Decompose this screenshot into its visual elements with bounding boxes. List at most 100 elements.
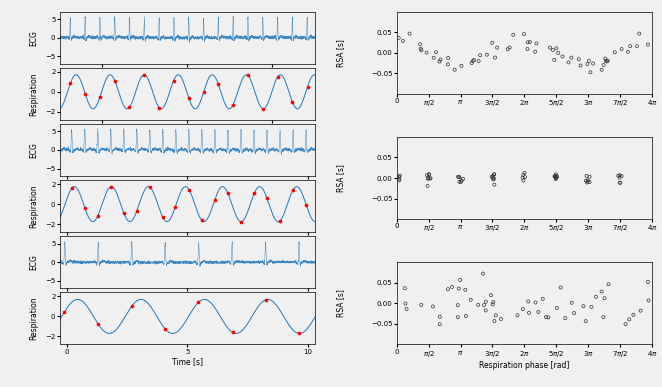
Point — [624, 316, 635, 322]
Point — [519, 31, 530, 37]
Point — [236, 219, 246, 225]
Point — [467, 58, 478, 64]
Point — [457, 176, 468, 182]
Point — [222, 190, 233, 196]
Point — [519, 170, 530, 176]
Point — [602, 58, 612, 65]
Point — [512, 312, 523, 319]
Point — [575, 62, 586, 68]
Point — [599, 295, 610, 301]
Point — [596, 288, 607, 295]
Point — [228, 101, 238, 108]
Point — [581, 178, 591, 184]
Point — [404, 31, 415, 37]
Point — [550, 173, 561, 179]
Point — [109, 78, 120, 84]
Point — [504, 45, 515, 51]
Point — [131, 208, 142, 214]
Point — [585, 173, 595, 180]
Point — [199, 89, 209, 95]
Point — [301, 202, 311, 208]
Point — [434, 321, 445, 327]
Point — [59, 309, 70, 315]
Y-axis label: RSA [s]: RSA [s] — [336, 164, 346, 192]
Point — [124, 104, 135, 110]
Point — [275, 217, 285, 224]
Point — [523, 298, 534, 305]
Point — [586, 304, 596, 310]
Point — [588, 60, 598, 67]
Point — [422, 172, 432, 178]
Point — [260, 297, 271, 303]
Point — [92, 213, 103, 219]
Point — [197, 217, 207, 224]
Point — [489, 171, 499, 177]
Point — [294, 330, 305, 337]
Point — [490, 55, 500, 61]
Point — [447, 284, 457, 290]
Point — [489, 318, 500, 324]
Point — [415, 46, 426, 52]
Point — [620, 321, 631, 327]
Y-axis label: RSA [s]: RSA [s] — [336, 39, 346, 67]
Point — [551, 171, 561, 178]
Point — [455, 179, 466, 185]
Point — [454, 179, 465, 185]
Point — [465, 297, 476, 303]
Point — [566, 55, 577, 61]
Point — [551, 305, 562, 311]
Point — [583, 178, 593, 185]
Point — [643, 279, 653, 285]
Point — [524, 39, 535, 45]
Point — [401, 306, 412, 312]
Point — [160, 326, 170, 332]
Point — [399, 285, 410, 291]
Point — [261, 194, 272, 200]
Point — [616, 173, 627, 179]
Point — [394, 174, 404, 180]
Point — [634, 31, 645, 37]
Point — [481, 51, 492, 58]
Point — [455, 277, 465, 283]
Point — [582, 61, 592, 67]
Point — [144, 184, 155, 190]
Point — [422, 183, 433, 189]
Point — [488, 175, 498, 181]
Point — [478, 271, 489, 277]
Point — [424, 175, 435, 182]
Point — [550, 173, 561, 179]
Point — [488, 299, 498, 305]
Point — [598, 314, 608, 320]
Point — [118, 210, 129, 216]
Point — [596, 67, 607, 73]
Point — [213, 81, 224, 87]
Point — [456, 178, 467, 184]
Point — [67, 185, 77, 191]
Point — [496, 316, 506, 322]
Point — [170, 204, 181, 210]
Point — [392, 174, 402, 180]
Point — [598, 62, 609, 68]
Point — [616, 46, 627, 52]
Point — [585, 69, 596, 75]
Point — [428, 303, 438, 310]
Point — [258, 106, 268, 112]
Point — [488, 173, 498, 179]
Point — [454, 174, 465, 180]
X-axis label: Time [s]: Time [s] — [171, 357, 203, 366]
Y-axis label: RSA [s]: RSA [s] — [336, 289, 346, 317]
Point — [584, 58, 594, 64]
Point — [582, 180, 592, 186]
Point — [481, 307, 491, 313]
Point — [393, 35, 404, 41]
Point — [95, 94, 105, 100]
Point — [416, 47, 427, 53]
Point — [80, 91, 91, 97]
Point — [517, 175, 528, 181]
Point — [65, 80, 75, 86]
Point — [461, 313, 471, 319]
Point — [625, 43, 636, 49]
Point — [585, 179, 595, 185]
Point — [394, 176, 404, 182]
Point — [557, 53, 568, 60]
